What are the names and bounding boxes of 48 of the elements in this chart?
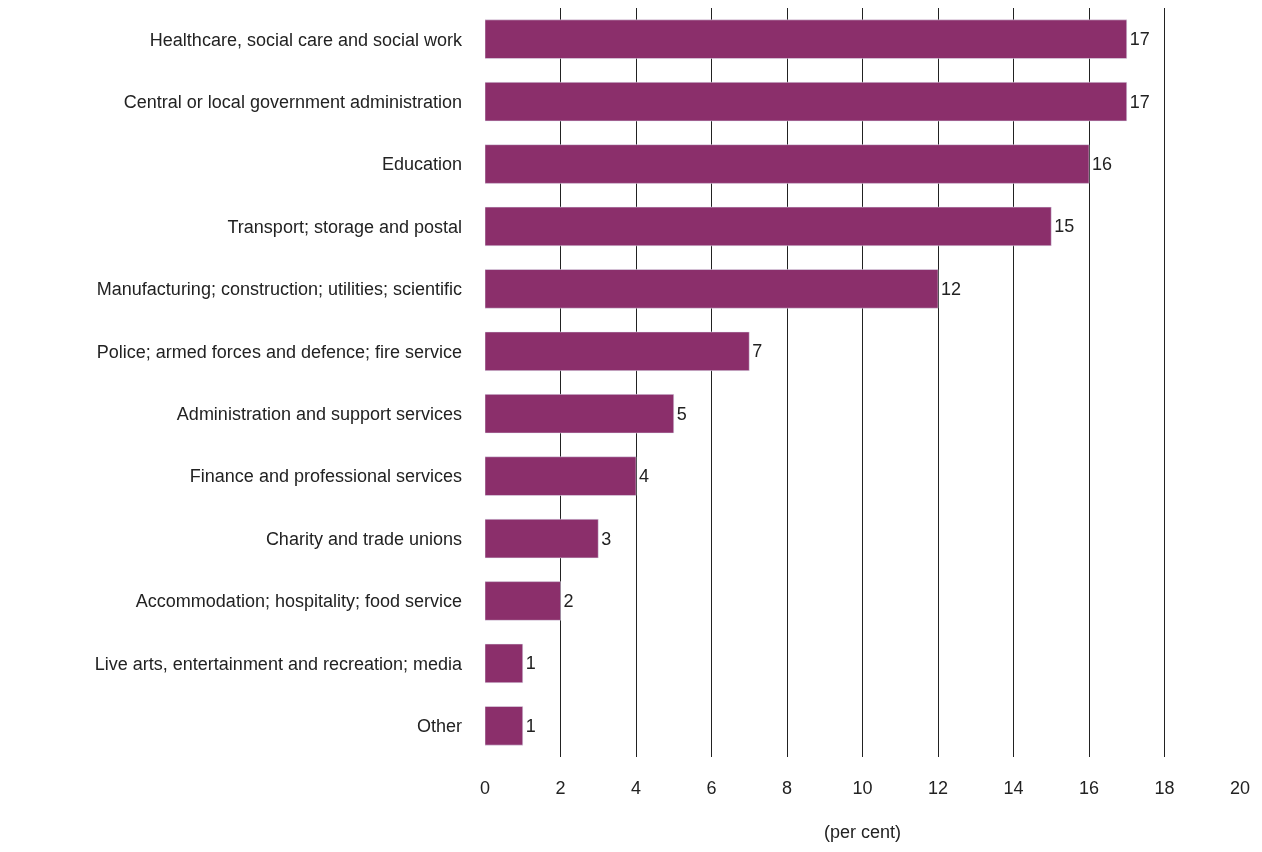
y-tick-label: Other [416, 716, 462, 737]
x-tick-label: 6 [706, 778, 717, 798]
y-tick-label: Education [381, 154, 462, 175]
x-tick-label: 18 [1154, 778, 1175, 798]
y-tick-label: Finance and professional services [189, 466, 462, 487]
y-tick-label: Healthcare, social care and social work [149, 29, 463, 50]
bar [485, 331, 750, 371]
data-label: 5 [676, 403, 687, 424]
y-tick-label: Police; armed forces and defence; fire service [96, 341, 462, 362]
bar [485, 19, 1127, 59]
x-axis-title: (per cent) [823, 822, 902, 843]
bar [485, 518, 599, 559]
y-tick-label: Accommodation; hospitality; food service [135, 591, 462, 612]
x-tick-label: 0 [479, 778, 491, 798]
data-label: 16 [1092, 154, 1113, 175]
data-label: 1 [525, 715, 536, 736]
bar [485, 144, 1090, 184]
y-tick-label: Charity and trade unions [265, 528, 462, 549]
data-label: 3 [601, 528, 612, 549]
y-tick-label: Manufacturing; construction; utilities; scientific [96, 279, 462, 300]
x-tick-label: 14 [1003, 778, 1024, 798]
x-tick-label: 4 [630, 778, 642, 798]
data-label: 12 [941, 278, 962, 299]
x-tick-label: 2 [555, 778, 566, 798]
data-label: 1 [525, 653, 536, 674]
x-tick-label: 8 [781, 778, 793, 798]
data-label: 17 [1129, 29, 1150, 50]
data-label: 2 [563, 590, 574, 611]
y-tick-label: Live arts, entertainment and recreation; media [94, 653, 463, 674]
y-tick-label: Transport; storage and postal [227, 216, 462, 237]
bar [485, 581, 561, 621]
bar [485, 394, 674, 434]
data-label: 17 [1129, 91, 1150, 112]
bar [485, 706, 523, 746]
bar [485, 643, 523, 683]
x-tick-label: 10 [852, 778, 873, 798]
bar [485, 456, 637, 496]
x-tick-label: 20 [1229, 778, 1251, 798]
x-tick-label: 12 [927, 778, 949, 798]
y-tick-label: Administration and support services [176, 404, 462, 425]
y-tick-label: Central or local government administration [123, 91, 462, 112]
data-label: 15 [1054, 216, 1075, 237]
bar [485, 269, 939, 309]
data-label: 7 [752, 341, 763, 362]
data-label: 4 [639, 466, 650, 487]
x-tick-label: 16 [1078, 778, 1100, 798]
bar [485, 82, 1127, 122]
bar [485, 206, 1052, 247]
